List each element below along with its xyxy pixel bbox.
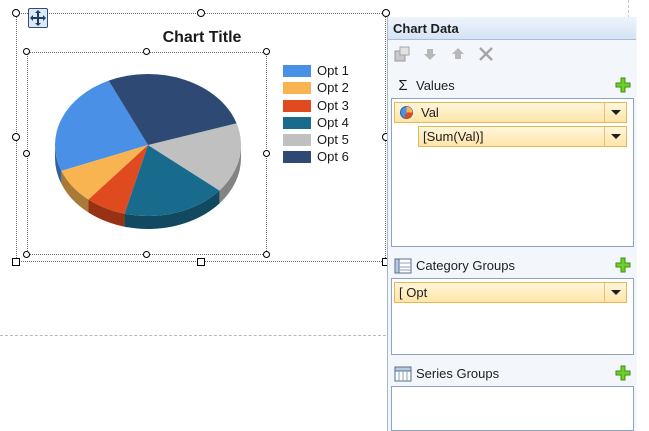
resize-handle-bottom[interactable] [197, 258, 205, 266]
plot-handle-top-right[interactable] [263, 48, 270, 55]
plot-handle-bottom[interactable] [143, 251, 150, 258]
series-groups-drop-zone[interactable] [391, 386, 634, 431]
category-grid-icon [394, 257, 412, 275]
values-drop-zone[interactable]: Val [Sum(Val)] [391, 98, 634, 247]
series-groups-label: Series Groups [416, 366, 500, 381]
category-field-opt[interactable]: [ Opt [394, 282, 627, 303]
plot-handle-bottom-right[interactable] [263, 251, 270, 258]
legend-label: Opt 6 [317, 149, 349, 165]
add-category-icon[interactable] [614, 256, 634, 276]
pie-slice-side[interactable] [124, 190, 220, 229]
value-expression-field[interactable]: [Sum(Val)] [418, 126, 627, 147]
values-section-label: Values [416, 78, 455, 93]
resize-handle-top-right[interactable] [382, 9, 390, 17]
chart-data-panel: Chart Data Σ Values Val [387, 17, 637, 431]
chart-title[interactable]: Chart Title [162, 29, 242, 46]
legend-swatch [283, 82, 311, 95]
move-down-icon[interactable] [420, 45, 440, 65]
legend-label: Opt 2 [317, 80, 349, 96]
legend-swatch [283, 116, 311, 129]
legend-label: Opt 5 [317, 132, 349, 148]
pie-slice[interactable] [148, 123, 241, 191]
series-groups-header: Series Groups [392, 362, 634, 386]
pie-chart[interactable] [40, 60, 260, 250]
legend-swatch [283, 151, 311, 164]
delete-icon[interactable] [476, 45, 496, 65]
add-series-icon[interactable] [614, 364, 634, 384]
value-field-label: Val [421, 105, 439, 120]
pie-slice[interactable] [55, 80, 148, 171]
plot-handle-top-left[interactable] [23, 48, 30, 55]
legend-label: Opt 1 [317, 63, 349, 78]
pie-slice[interactable] [124, 145, 220, 216]
sigma-icon: Σ [398, 77, 408, 94]
pie-slice[interactable] [61, 145, 148, 200]
add-value-icon[interactable] [614, 76, 634, 96]
chevron-down-icon[interactable] [604, 283, 626, 302]
resize-handle-left[interactable] [12, 133, 20, 141]
report-design-surface[interactable]: Chart Title Opt 1 Opt 2 Opt 3 Opt 4 Opt 5 Opt… [0, 0, 390, 431]
plot-handle-top[interactable] [143, 48, 150, 55]
resize-handle-top-left[interactable] [12, 9, 20, 17]
category-groups-label: Category Groups [416, 258, 515, 273]
category-field-label: [ Opt [399, 285, 428, 300]
pie-slice-side[interactable] [88, 199, 125, 227]
legend-swatch [283, 134, 311, 147]
legend-label: Opt 3 [317, 97, 349, 113]
values-section-header: Σ Values [392, 74, 634, 98]
report-body-edge [0, 335, 386, 336]
legend-label: Opt 4 [317, 114, 349, 130]
resize-handle-bottom-left[interactable] [12, 258, 20, 266]
legend-swatch [283, 65, 311, 77]
pie-value-icon [400, 106, 413, 119]
plot-handle-right[interactable] [263, 150, 270, 157]
plot-handle-left[interactable] [23, 150, 30, 157]
pie-slice-side[interactable] [61, 170, 89, 213]
plot-handle-bottom-left[interactable] [23, 251, 30, 258]
value-field-val[interactable]: Val [394, 102, 627, 123]
panel-toolbar [388, 41, 636, 69]
legend-swatch [283, 99, 311, 112]
chevron-down-icon[interactable] [604, 127, 626, 146]
panel-title: Chart Data [393, 21, 459, 36]
properties-icon[interactable] [392, 45, 412, 65]
panel-header: Chart Data [388, 17, 636, 40]
category-groups-header: Category Groups [392, 254, 634, 278]
move-up-icon[interactable] [448, 45, 468, 65]
pie-slice-side[interactable] [55, 145, 62, 184]
series-grid-icon [394, 365, 412, 383]
pie-slice-side[interactable] [219, 145, 241, 204]
pie-slice[interactable] [88, 145, 148, 214]
chevron-down-icon[interactable] [604, 103, 626, 122]
pie-slice[interactable] [108, 73, 237, 145]
category-groups-drop-zone[interactable]: [ Opt [391, 278, 634, 355]
move-chart-icon[interactable] [28, 8, 48, 28]
value-expression-label: [Sum(Val)] [423, 129, 484, 144]
resize-handle-top[interactable] [197, 9, 205, 17]
